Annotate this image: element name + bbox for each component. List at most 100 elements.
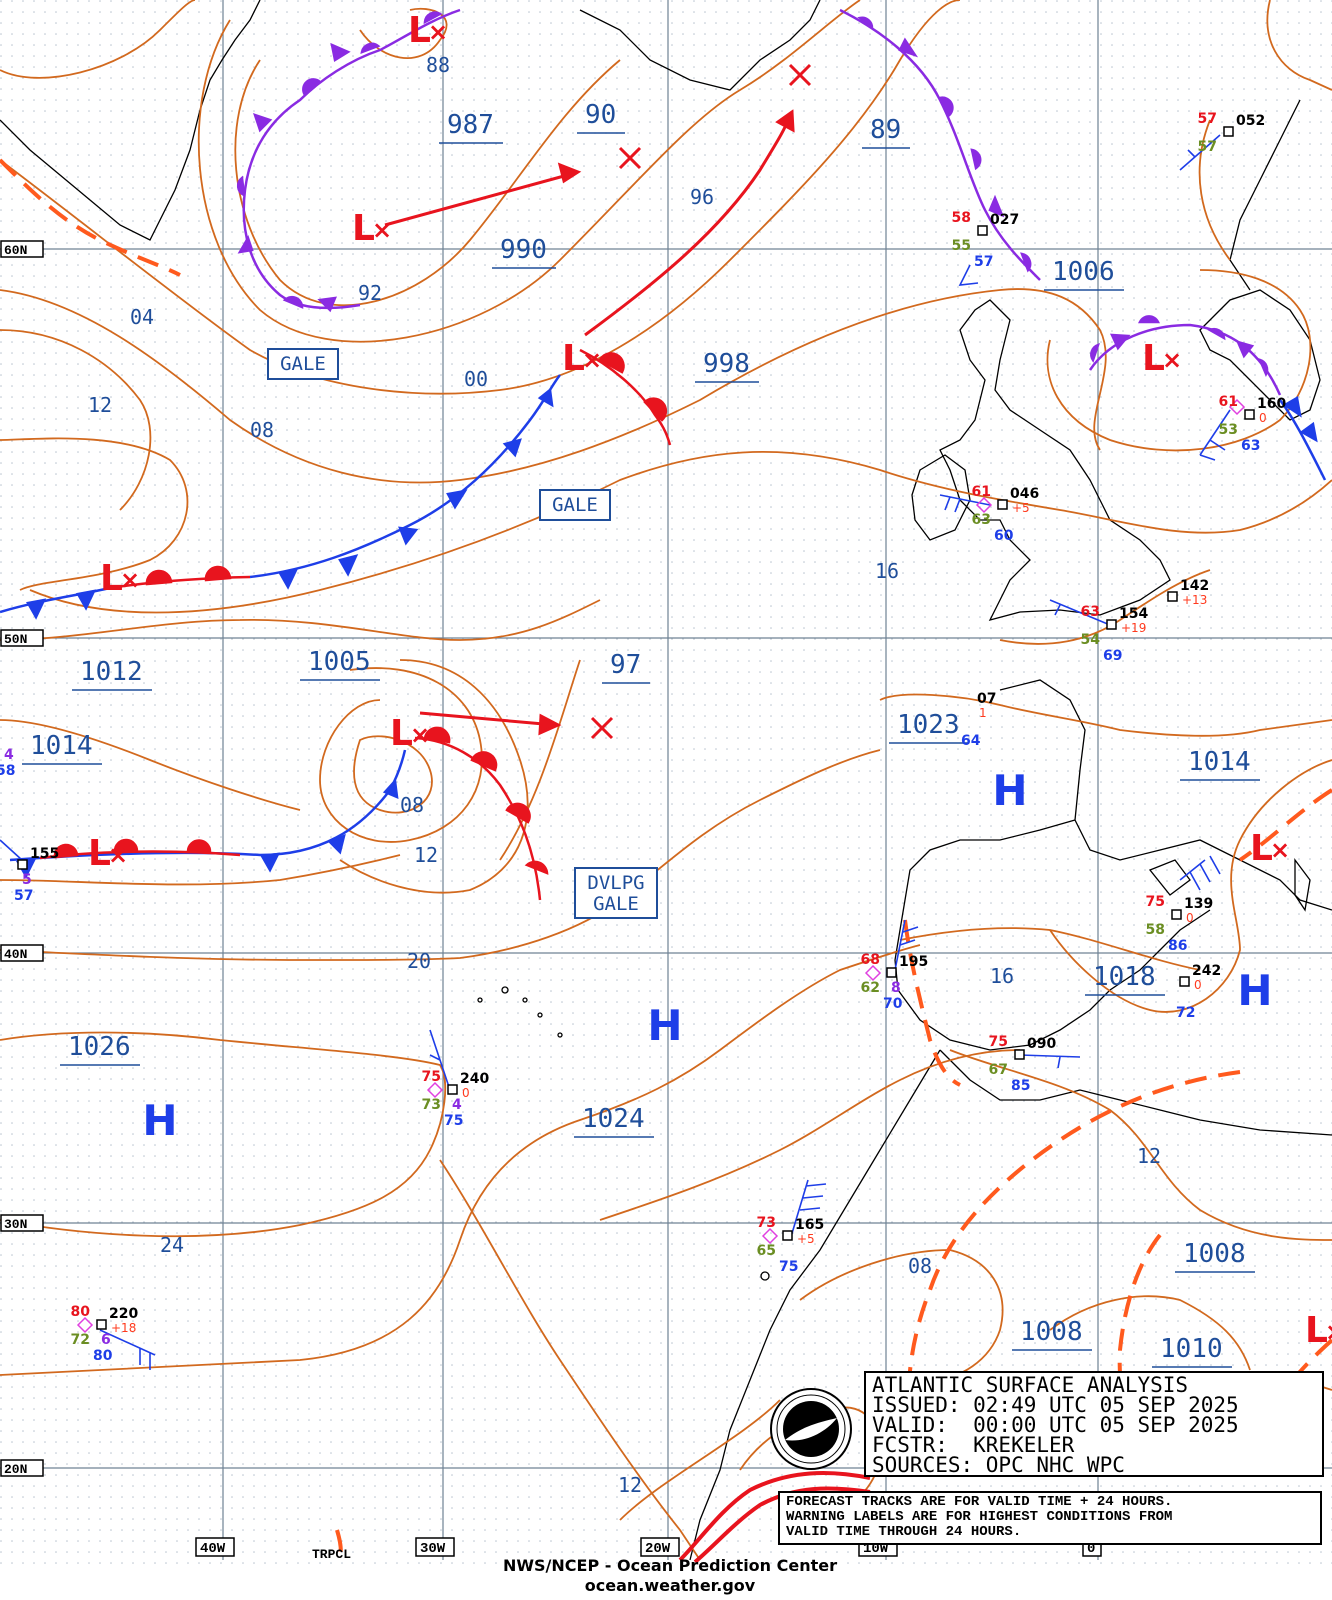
tropical-boundary [678, 1471, 871, 1564]
station-dewpoint: 58 [1146, 922, 1165, 938]
latitude-label: 30N [4, 1217, 27, 1232]
isobar-label: 08 [250, 418, 274, 442]
station-visibility: 75 [444, 1113, 463, 1129]
low-center-marker: × [410, 721, 430, 749]
warning-box [574, 867, 658, 919]
isobar-label: 88 [426, 53, 450, 77]
station-tendency: +19 [1121, 621, 1146, 635]
pressure-center-label: 1008 [1020, 1317, 1083, 1347]
latitude-label-box [0, 240, 44, 258]
isobar-label: 12 [414, 843, 438, 867]
station-visibility: 85 [1011, 1078, 1030, 1094]
station-visibility: 75 [779, 1259, 798, 1275]
station-temperature: 57 [1198, 111, 1217, 127]
isobar-label: 12 [1137, 1144, 1161, 1168]
station-pressure: 052 [1236, 113, 1265, 129]
station-pressure: 242 [1192, 963, 1221, 979]
warning-label: DVLPG [587, 872, 644, 894]
pressure-center-label: 1005 [308, 647, 371, 677]
occluded-fronts [236, 8, 1282, 396]
low-center-marker: × [1270, 836, 1290, 864]
station-tendency: +18 [111, 1321, 136, 1335]
longitude-label: 0 [1087, 1541, 1095, 1557]
station-weather: 8 [891, 980, 901, 996]
station-dewpoint: 53 [1219, 422, 1238, 438]
station-temperature: 75 [989, 1034, 1008, 1050]
isobar-label: 12 [618, 1473, 642, 1497]
low-center-marker: × [120, 566, 140, 594]
graticule [0, 0, 1332, 1560]
title-line-3: VALID: 00:00 UTC 05 SEP 2025 [872, 1413, 1239, 1437]
latitude-label-box [0, 1459, 44, 1477]
title-line-2: ISSUED: 02:49 UTC 05 SEP 2025 [872, 1393, 1239, 1417]
station-temperature: 68 [861, 952, 880, 968]
isobar-label: 92 [358, 281, 382, 305]
station-pressure: 046 [1010, 486, 1039, 502]
forecast-positions [590, 63, 812, 740]
low-center-marker: × [1162, 346, 1182, 374]
credit-line-2: ocean.weather.gov [584, 1576, 756, 1595]
pressure-center-label: 89 [870, 115, 901, 145]
latitude-label: 50N [4, 632, 27, 647]
station-weather: 5 [22, 872, 32, 888]
coastlines [0, 0, 1332, 1561]
station-weather: 4 [4, 747, 14, 763]
low-pressure-symbol: L [88, 833, 111, 874]
note-line-2: WARNING LABELS ARE FOR HIGHEST CONDITION… [786, 1509, 1173, 1525]
latitude-label-box [0, 944, 44, 962]
station-dewpoint: 67 [989, 1062, 1008, 1078]
station-weather: 4 [452, 1097, 462, 1113]
warning-box [267, 348, 339, 380]
station-dewpoint: 65 [757, 1243, 776, 1259]
isobar-label: 04 [130, 305, 154, 329]
isobar-label: 96 [690, 185, 714, 209]
low-center-marker: × [1325, 1318, 1332, 1346]
isobar-label: 24 [160, 1233, 184, 1257]
station-visibility: 86 [1168, 938, 1187, 954]
station-visibility: 70 [883, 996, 903, 1012]
station-dewpoint: 62 [861, 980, 880, 996]
station-dewpoint: 63 [972, 512, 991, 528]
title-line-4: FCSTR: KREKELER [872, 1433, 1075, 1457]
station-tendency: +5 [1012, 501, 1030, 515]
station-visibility: 69 [1103, 648, 1122, 664]
notes-block: FORECAST TRACKS ARE FOR VALID TIME + 24 … [778, 1491, 1322, 1545]
isobar-label: 08 [908, 1254, 932, 1278]
longitude-label-box [195, 1537, 235, 1557]
station-tendency: 0 [1194, 978, 1202, 992]
isobar-label: 16 [990, 964, 1014, 988]
pressure-center-label: 1018 [1093, 962, 1156, 992]
station-visibility: 72 [1176, 1005, 1195, 1021]
title-block: ATLANTIC SURFACE ANALYSIS ISSUED: 02:49 … [864, 1371, 1324, 1477]
wind-barbs [0, 134, 1231, 1370]
isobar-label: 20 [407, 949, 431, 973]
low-pressure-symbol: L [390, 713, 413, 754]
station-visibility: 57 [14, 888, 33, 904]
station-temperature: 61 [972, 484, 991, 500]
pressure-center-label: 987 [447, 110, 494, 140]
station-temperature: 75 [1146, 894, 1165, 910]
latitude-label-box [0, 1214, 44, 1232]
warning-label: GALE [593, 893, 639, 915]
station-temperature: 73 [757, 1215, 776, 1231]
station-pressure: 142 [1180, 578, 1209, 594]
station-temperature: 63 [1081, 604, 1100, 620]
pressure-center-label: 1006 [1052, 257, 1115, 287]
station-tendency: +13 [1182, 593, 1207, 607]
low-pressure-symbol: L [1305, 1310, 1328, 1351]
pressure-center-label: 1026 [68, 1032, 131, 1062]
noaa-logo [770, 1388, 852, 1470]
credit-line-1: NWS/NCEP - Ocean Prediction Center [502, 1556, 838, 1575]
low-center-marker: × [372, 216, 392, 244]
low-center-marker: × [108, 841, 128, 869]
latitude-label: 40N [4, 947, 27, 962]
station-pressure: 155 [30, 846, 59, 862]
pressure-center-label: 1008 [1183, 1239, 1246, 1269]
station-wx-symbols [76, 398, 1246, 1334]
station-temperature: 61 [1219, 394, 1238, 410]
station-pressure: 160 [1257, 396, 1286, 412]
longitude-label: 40W [200, 1541, 226, 1557]
low-center-marker: × [582, 346, 602, 374]
